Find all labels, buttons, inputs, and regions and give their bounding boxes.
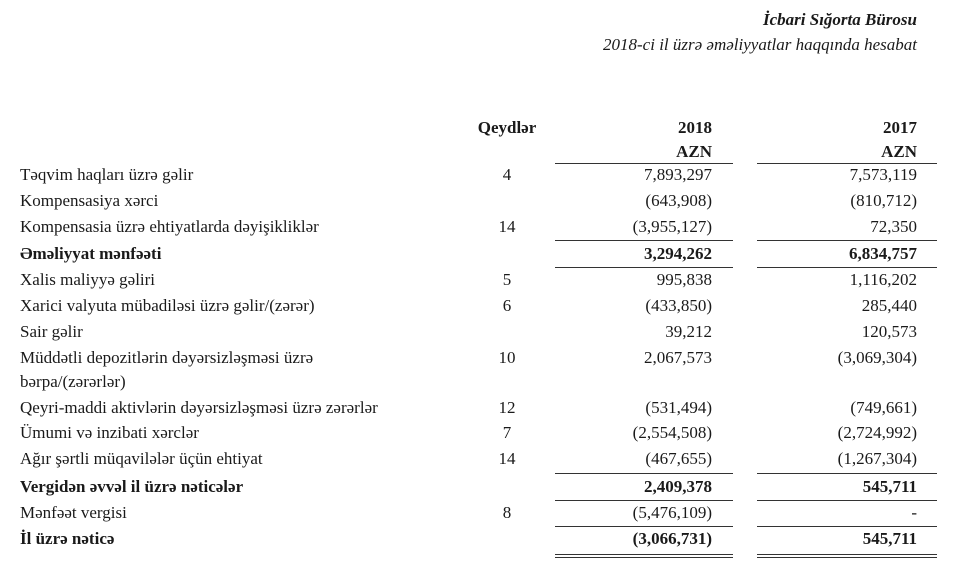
row-value-2018: (5,476,109) (632, 503, 712, 522)
underline (555, 526, 733, 527)
underline (555, 473, 733, 474)
underline (555, 267, 733, 268)
row-note: 10 (498, 348, 516, 367)
row-value-2017: - (911, 503, 917, 522)
row-note: 5 (502, 270, 512, 289)
row-note: 8 (502, 503, 512, 522)
row-note: 12 (498, 398, 516, 417)
row-label: Qeyri-maddi aktivlərin dəyərsizləşməsi ü… (20, 398, 378, 417)
row-value-2018: 2,067,573 (644, 348, 712, 367)
row-label: Ümumi və inzibati xərclər (20, 423, 199, 442)
row-note: 4 (502, 165, 512, 184)
row-label: İl üzrə nəticə (20, 529, 115, 548)
underline (555, 240, 733, 241)
row-label: Mənfəət vergisi (20, 503, 127, 522)
row-value-2017: 545,711 (862, 529, 917, 548)
underline (555, 163, 733, 164)
row-label: Vergidən əvvəl il üzrə nəticələr (20, 477, 244, 496)
row-value-2018: (3,955,127) (632, 217, 712, 236)
row-value-2017: 7,573,119 (849, 165, 917, 184)
underline (555, 500, 733, 501)
underline (757, 240, 937, 241)
row-value-2017: (2,724,992) (837, 423, 917, 442)
row-value-2017: 545,711 (862, 477, 917, 496)
underline (757, 500, 937, 501)
underline (757, 163, 937, 164)
row-note: 6 (502, 296, 512, 315)
row-value-2017: (1,267,304) (837, 449, 917, 468)
year-2017-header: 2017 (883, 118, 917, 137)
row-label: Kompensasia üzrə ehtiyatlarda dəyişiklik… (20, 217, 319, 236)
row-value-2017: (3,069,304) (837, 348, 917, 367)
company-title: İcbari Sığorta Bürosu (763, 10, 917, 29)
row-value-2017: (810,712) (850, 191, 917, 210)
double-underline (757, 554, 937, 558)
currency-2017-header: AZN (881, 142, 917, 161)
currency-2018-header: AZN (676, 142, 712, 161)
row-value-2018: 7,893,297 (644, 165, 712, 184)
row-value-2018: (2,554,508) (632, 423, 712, 442)
row-label-continued: bərpa/(zərərlər) (20, 372, 126, 391)
row-label: Əməliyyat mənfəəti (20, 244, 162, 263)
row-value-2017: 6,834,757 (849, 244, 917, 263)
year-2018-header: 2018 (678, 118, 712, 137)
row-value-2018: (643,908) (645, 191, 712, 210)
underline (757, 473, 937, 474)
row-value-2018: 39,212 (665, 322, 712, 341)
row-note: 14 (498, 449, 516, 468)
row-value-2017: 72,350 (870, 217, 917, 236)
row-label: Ağır şərtli müqavilələr üçün ehtiyat (20, 449, 263, 468)
row-note: 7 (502, 423, 512, 442)
report-subtitle: 2018-ci il üzrə əməliyyatlar haqqında he… (603, 35, 917, 54)
row-label: Müddətli depozitlərin dəyərsizləşməsi üz… (20, 348, 314, 367)
row-value-2018: 2,409,378 (644, 477, 712, 496)
double-underline (555, 554, 733, 558)
notes-column-header: Qeydlər (477, 118, 537, 137)
underline (757, 267, 937, 268)
row-label: Xarici valyuta mübadiləsi üzrə gəlir/(zə… (20, 296, 315, 315)
row-value-2017: 285,440 (861, 296, 917, 315)
row-value-2018: 3,294,262 (644, 244, 712, 263)
row-value-2017: (749,661) (850, 398, 917, 417)
underline (757, 526, 937, 527)
row-label: Təqvim haqları üzrə gəlir (20, 165, 194, 184)
row-note: 14 (498, 217, 516, 236)
row-label: Xalis maliyyə gəliri (20, 270, 156, 289)
row-value-2018: (3,066,731) (632, 529, 712, 548)
row-value-2018: (531,494) (645, 398, 712, 417)
row-value-2018: (433,850) (645, 296, 712, 315)
row-value-2017: 1,116,202 (849, 270, 917, 289)
row-label: Kompensasiya xərci (20, 191, 159, 210)
row-label: Sair gəlir (20, 322, 83, 341)
row-value-2018: 995,838 (656, 270, 712, 289)
row-value-2017: 120,573 (861, 322, 917, 341)
row-value-2018: (467,655) (645, 449, 712, 468)
